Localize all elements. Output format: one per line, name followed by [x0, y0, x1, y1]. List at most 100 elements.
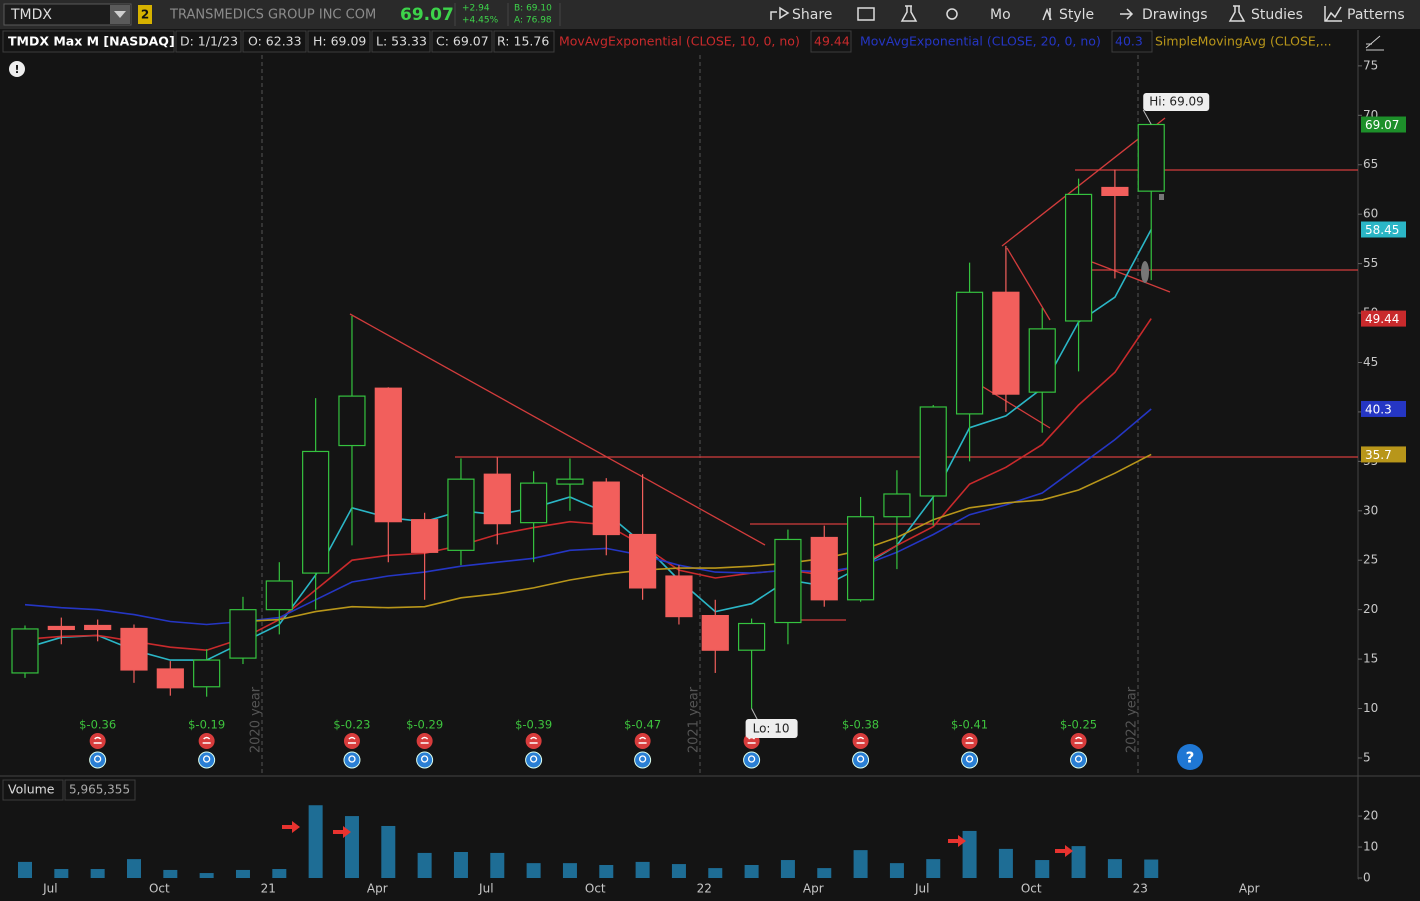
volume-bar: [235, 869, 250, 878]
price-tag-label: 49.44: [1365, 312, 1399, 326]
ma-line: [24, 229, 1152, 661]
earnings-icon[interactable]: [343, 733, 360, 749]
link-box[interactable]: [138, 5, 152, 24]
price-tag-label: 69.07: [1365, 118, 1399, 132]
dividend-icon[interactable]: [89, 751, 107, 769]
drawing-handle[interactable]: [1141, 261, 1149, 283]
dividend-icon[interactable]: [198, 751, 216, 769]
y-tick-label: 20: [1363, 602, 1378, 616]
earnings-icon[interactable]: [89, 733, 106, 749]
earnings-glyph: [347, 736, 356, 744]
candle-body: [447, 478, 475, 551]
x-tick-label: 22: [697, 882, 712, 896]
earnings-glyph: [93, 736, 102, 744]
earnings-glyph: [856, 736, 865, 744]
earnings-glyph: [202, 736, 211, 744]
arrow: [1055, 845, 1073, 857]
axis-tool-icon[interactable]: [1365, 35, 1384, 51]
x-tick-label: Oct: [149, 882, 170, 896]
help-button[interactable]: [1177, 744, 1203, 770]
candle-body: [411, 519, 439, 553]
volume-bar: [126, 859, 141, 878]
volume-bar: [998, 848, 1013, 878]
dividend-icon[interactable]: [1070, 751, 1088, 769]
candle-body: [483, 473, 511, 525]
earnings-icon[interactable]: [1070, 733, 1087, 749]
volume-value-box: [64, 779, 136, 801]
toolbar-button[interactable]: Studies: [1251, 7, 1303, 23]
dividend-icon[interactable]: [852, 751, 870, 769]
y-tick-label: 65: [1363, 157, 1378, 171]
volume-bar: [453, 851, 468, 878]
earnings-glyph: [529, 736, 538, 744]
earnings-icon[interactable]: [852, 733, 869, 749]
legend-name: MovAvgExponential (CLOSE, 10, 0, no): [559, 34, 800, 49]
bulb-glyph: [94, 755, 102, 763]
volume-tick-label: 0: [1363, 871, 1371, 885]
toolbar-button[interactable]: Mo: [990, 7, 1011, 23]
chart-symbol: TMDX Max M [NASDAQ]: [8, 34, 175, 49]
flask-icon[interactable]: [900, 5, 918, 22]
x-tick-label: Oct: [1021, 882, 1042, 896]
gear-icon[interactable]: [946, 8, 958, 20]
candle-body: [1101, 186, 1129, 196]
toolbar-icons: [770, 5, 1342, 22]
dividend-icon[interactable]: [743, 751, 761, 769]
volume-tick-label: 10: [1363, 840, 1378, 854]
symbol-input[interactable]: [3, 3, 132, 26]
link-number: 2: [141, 8, 149, 22]
earnings-icon[interactable]: [525, 733, 542, 749]
earnings-icon[interactable]: [198, 733, 215, 749]
arrow: [282, 821, 300, 833]
dividend-icon[interactable]: [416, 751, 434, 769]
volume-bar: [817, 868, 832, 878]
symbol: TMDX: [10, 7, 52, 23]
high-callout: Hi: 69.09: [1149, 95, 1204, 109]
earnings-icon[interactable]: [634, 733, 651, 749]
eps-label: $-0.36: [79, 718, 116, 732]
trendline[interactable]: [1091, 261, 1171, 293]
volume-bar: [490, 852, 505, 878]
volume-bar: [1071, 846, 1086, 878]
drawing-handle[interactable]: [1159, 194, 1164, 200]
ma-line: [24, 318, 1152, 652]
trendline[interactable]: [349, 313, 766, 546]
candle-body: [374, 387, 402, 523]
bulb-glyph: [856, 755, 865, 763]
toolbar-button[interactable]: Share: [792, 7, 832, 23]
dividend-icon[interactable]: [525, 751, 543, 769]
dropdown-arrow: [114, 11, 126, 18]
volume-arrows: [282, 821, 1073, 857]
layout-icon[interactable]: [857, 7, 875, 21]
earnings-icon[interactable]: [961, 733, 978, 749]
volume-bar: [90, 869, 105, 878]
eps-label: $-0.25: [1060, 718, 1097, 732]
dividend-icon[interactable]: [961, 751, 979, 769]
legend-value: 49.44: [814, 34, 850, 49]
candle-body: [810, 536, 838, 601]
toolbar-button[interactable]: Patterns: [1347, 7, 1405, 23]
eps-label: $-0.29: [406, 718, 443, 732]
dividend-icon[interactable]: [343, 751, 361, 769]
year-label: 2022 year: [1125, 686, 1140, 753]
eps-label: $-0.41: [951, 718, 988, 732]
candle-body: [846, 516, 875, 601]
earnings-icon[interactable]: [416, 733, 433, 749]
y-tick-label: 45: [1363, 355, 1378, 369]
toolbar-button[interactable]: Drawings: [1142, 7, 1208, 23]
volume-bar: [163, 869, 178, 878]
x-axis-band: [0, 879, 1358, 901]
y-tick-label: 25: [1363, 553, 1378, 567]
alert-icon[interactable]: [9, 61, 25, 77]
x-tick-label: Jul: [42, 882, 57, 896]
trendline[interactable]: [1006, 247, 1051, 321]
header-low: L: 53.33: [376, 34, 427, 49]
dividend-icon[interactable]: [634, 751, 652, 769]
x-tick-label: Jul: [914, 882, 929, 896]
bulb-glyph: [529, 755, 538, 763]
volume-bar: [1144, 859, 1159, 878]
toolbar-button[interactable]: Style: [1059, 7, 1094, 23]
header-box: [175, 30, 242, 53]
share-icon: [770, 6, 790, 20]
